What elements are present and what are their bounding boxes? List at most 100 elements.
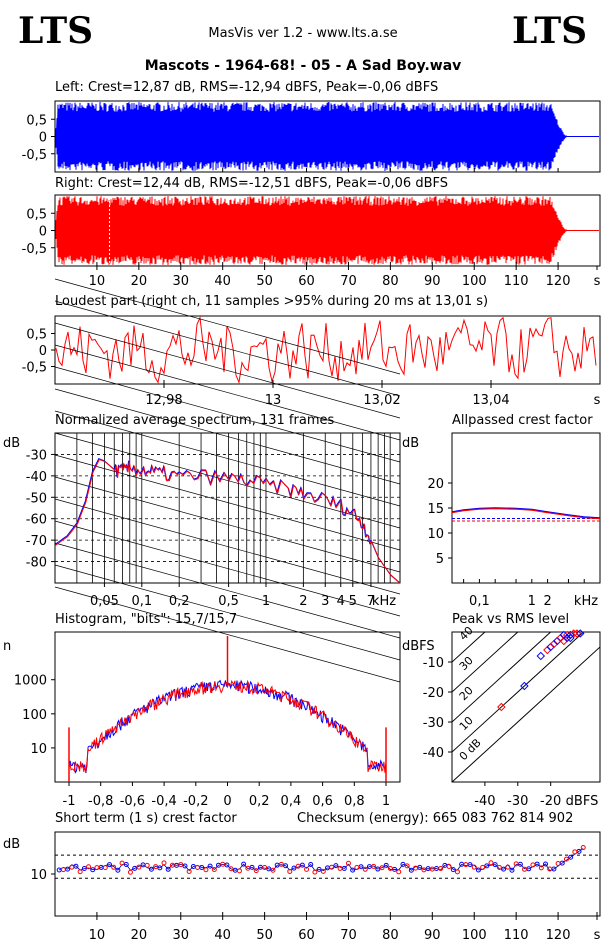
peak-rms-diag-label: 0 dB	[457, 736, 484, 763]
spectrum-ytick-label: -70	[26, 534, 47, 549]
allpass-ytick-label: 5	[436, 552, 444, 567]
short-term-right-point	[153, 864, 159, 870]
allpass-ytick-label: 15	[427, 502, 444, 517]
short-term-left-point	[283, 863, 289, 869]
peak-rms-point	[546, 642, 555, 652]
loudest-ytick-label: 0,5	[26, 328, 47, 343]
peak-rms-ytick-label: -10	[423, 656, 444, 671]
logo-right: LTS	[512, 10, 588, 52]
short-term-left-point	[56, 867, 62, 873]
short-term-xtick-label: 120	[546, 928, 571, 943]
spectrum-xtick-label: 7	[367, 594, 375, 609]
peak-rms-ytick-label: -20	[423, 686, 444, 701]
right-wave-xtick-label: 80	[382, 274, 399, 289]
allpass-xtick-label: 1	[528, 594, 536, 609]
peak-rms-diagonal	[452, 632, 486, 663]
peak-rms-point	[536, 651, 546, 661]
short-term-xtick-label: 40	[214, 928, 231, 943]
short-term-right-point	[278, 861, 284, 867]
short-term-right-point	[228, 866, 234, 872]
short-term-right-point	[538, 865, 544, 871]
right-wave-ytick-label: 0	[39, 225, 47, 240]
short-term-right-point	[86, 864, 92, 870]
peak-rms-xtick-label: dBFS	[566, 794, 599, 809]
short-term-left-point	[492, 862, 498, 868]
short-term-left-point	[90, 867, 96, 873]
spectrum-ytick-label: -80	[26, 556, 47, 571]
short-term-right-point	[488, 860, 494, 866]
spectrum-title: Normalized average spectrum, 131 frames	[55, 413, 335, 428]
right-wave-xtick-label: s	[594, 274, 601, 289]
short-term-left-point	[450, 867, 456, 873]
short-term-right-point	[111, 864, 117, 870]
short-term-right-point	[572, 849, 578, 855]
short-term-ytick-label: 10	[30, 868, 47, 883]
histogram-xtick-label: 0,6	[312, 794, 333, 809]
spectrum-frame	[54, 432, 401, 584]
histogram-xtick-label: -0,2	[183, 794, 208, 809]
short-term-right-point	[505, 864, 511, 870]
histogram-xtick-label: -0,8	[88, 794, 113, 809]
allpass-frame	[451, 432, 601, 584]
short-term-right-point	[522, 866, 528, 872]
short-term-right-point	[513, 861, 519, 867]
peak-rms-ytick-label: -30	[423, 716, 444, 731]
spectrum-slope	[54, 366, 401, 463]
short-term-left-point	[350, 867, 356, 873]
right-wave-xtick-label: 60	[298, 274, 315, 289]
right-wave-xtick-label: 90	[424, 274, 441, 289]
short-term-right-point	[169, 862, 175, 868]
peak-rms-diagonal	[452, 632, 585, 753]
right-wave-signal	[55, 195, 598, 265]
spectrum-xtick-label: 5	[349, 594, 357, 609]
short-term-left-point	[81, 866, 87, 872]
short-term-right-point	[396, 869, 402, 875]
loudest-xtick-label: 13,02	[363, 393, 400, 408]
short-term-right-point	[186, 869, 192, 875]
short-term-right-point	[421, 867, 427, 873]
spectrum-ytick-label: -30	[26, 448, 47, 463]
peak-rms-diagonal	[452, 646, 600, 782]
histogram-ytick-label: 10	[30, 742, 47, 757]
short-term-right-point	[144, 862, 150, 868]
loudest-xtick-unit: s	[594, 393, 601, 408]
loudest-ytick-label: -0,5	[22, 361, 47, 376]
short-term-right-point	[203, 867, 209, 873]
allpass-title: Allpassed crest factor	[452, 413, 593, 428]
short-term-left-point	[568, 854, 574, 860]
short-term-right-point	[127, 869, 133, 875]
short-term-right-point	[429, 866, 435, 872]
spectrum-ytick-label: -40	[26, 470, 47, 485]
short-term-right-point	[236, 868, 242, 874]
peak-rms-point	[549, 639, 559, 649]
spectrum-ytick-label: -50	[26, 491, 47, 506]
spectrum-slope	[54, 410, 401, 507]
short-term-left-point	[543, 861, 548, 867]
short-term-right-point	[102, 865, 108, 871]
peak-rms-xtick-label: -40	[474, 794, 495, 809]
short-term-right-point	[354, 864, 360, 870]
short-term-right-point	[379, 865, 385, 871]
loudest-title: Loudest part (right ch, 11 samples >95% …	[55, 294, 489, 309]
histogram-xtick-label: 0,4	[281, 794, 302, 809]
allpass-ylabel: dB	[402, 436, 419, 451]
histogram-left-line	[68, 679, 387, 774]
spectrum-slope	[54, 388, 401, 485]
short-term-right-point	[77, 869, 83, 875]
short-term-xtick-label: 90	[424, 928, 441, 943]
checksum: Checksum (energy): 665 083 762 814 902	[297, 811, 574, 826]
short-term-right-point	[320, 868, 326, 874]
short-term-left-point	[157, 865, 163, 871]
short-term-left-point	[165, 866, 171, 872]
spectrum-xtick-label: 0,1	[131, 594, 152, 609]
loudest-xtick-label: 13	[265, 393, 282, 408]
spectrum-slope	[54, 322, 401, 419]
short-term-right-point	[345, 860, 351, 866]
short-term-left-point	[291, 865, 297, 871]
short-term-left-point	[308, 861, 314, 867]
allpass-ytick-label: 10	[427, 527, 444, 542]
spectrum-xtick-label: 4	[337, 594, 345, 609]
short-term-right-point	[69, 864, 75, 870]
short-term-right-point	[463, 862, 469, 868]
allpass-xtick-label: kHz	[574, 594, 598, 609]
